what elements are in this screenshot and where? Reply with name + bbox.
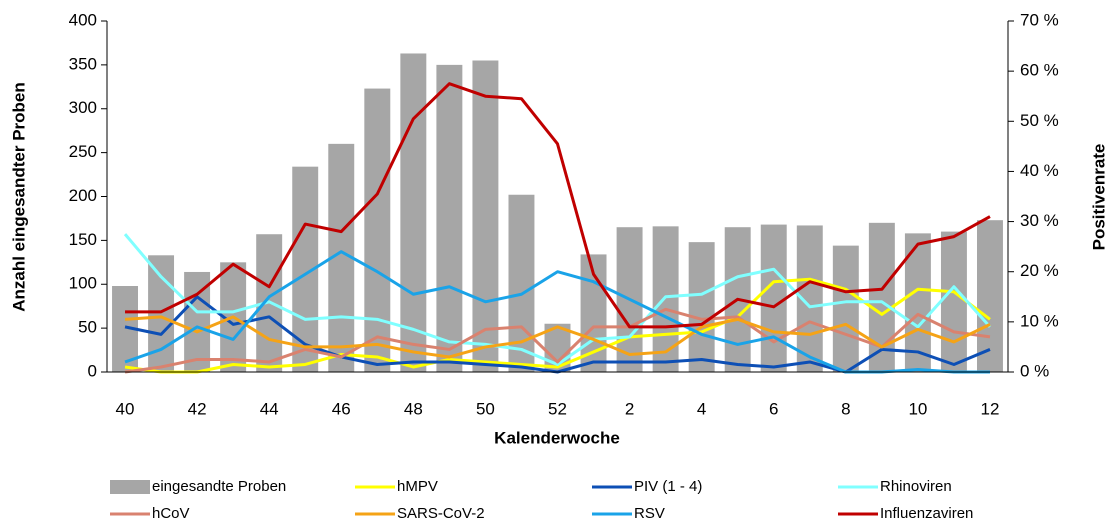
- y2-tick-label: 60 %: [1020, 61, 1059, 80]
- x-tick-label: 52: [548, 399, 567, 418]
- line: [124, 315, 991, 359]
- legend-label: Influenzaviren: [880, 505, 973, 522]
- bar: [940, 231, 967, 372]
- y2-axis-label: Positivenrate: [1089, 144, 1108, 251]
- bar: [760, 224, 787, 372]
- bar: [436, 64, 463, 372]
- legend-label: hMPV: [397, 478, 438, 495]
- y-tick-label: 150: [69, 230, 97, 249]
- x-tick-label: 4: [697, 399, 706, 418]
- x-tick-label: 40: [116, 399, 135, 418]
- y2-tick-label: 40 %: [1020, 161, 1059, 180]
- x-tick-label: 12: [981, 399, 1000, 418]
- y-tick-label: 100: [69, 274, 97, 293]
- y2-tick-label: 20 %: [1020, 261, 1059, 280]
- x-tick-label: 10: [908, 399, 927, 418]
- legend-label: eingesandte Proben: [152, 478, 286, 495]
- bar: [832, 245, 859, 372]
- line: [123, 233, 992, 366]
- legend-label: PIV (1 - 4): [634, 478, 702, 495]
- line: [124, 307, 991, 374]
- line: [125, 82, 991, 329]
- y2-tick-label: 50 %: [1020, 111, 1059, 130]
- y2-tick-label: 70 %: [1020, 10, 1059, 29]
- x-tick-label: 48: [404, 399, 423, 418]
- x-axis-label: Kalenderwoche: [494, 428, 620, 447]
- y-tick-label: 400: [69, 10, 97, 29]
- y-tick-label: 50: [78, 318, 97, 337]
- x-tick-label: 8: [841, 399, 850, 418]
- bar: [364, 88, 391, 372]
- x-tick-label: 46: [332, 399, 351, 418]
- y2-tick-label: 0 %: [1020, 361, 1049, 380]
- y-tick-label: 300: [69, 98, 97, 117]
- legend-label: RSV: [634, 505, 665, 522]
- bar: [977, 220, 1003, 372]
- bar: [472, 60, 499, 373]
- x-tick-label: 50: [476, 399, 495, 418]
- x-tick-label: 6: [769, 399, 778, 418]
- line: [124, 277, 991, 374]
- y-tick-label: 0: [88, 361, 97, 380]
- legend-swatch: [110, 480, 150, 494]
- y-tick-label: 200: [69, 186, 97, 205]
- legend-label: hCoV: [152, 505, 190, 522]
- bar: [508, 194, 535, 372]
- bar: [148, 255, 175, 372]
- y-tick-label: 350: [69, 54, 97, 73]
- bar: [400, 53, 427, 372]
- x-tick-label: 42: [188, 399, 207, 418]
- x-tick-label: 2: [625, 399, 634, 418]
- y-axis-label: Anzahl eingesandter Proben: [9, 82, 28, 312]
- x-tick-label: 44: [260, 399, 279, 418]
- legend-label: Rhinoviren: [880, 478, 952, 495]
- y2-tick-label: 10 %: [1020, 311, 1059, 330]
- y2-tick-label: 30 %: [1020, 211, 1059, 230]
- legend: eingesandte Proben hMPV PIV (1 - 4) Rhinovi…: [110, 478, 973, 522]
- y-tick-label: 250: [69, 142, 97, 161]
- bar: [688, 242, 715, 372]
- legend-label: SARS-CoV-2: [397, 505, 485, 522]
